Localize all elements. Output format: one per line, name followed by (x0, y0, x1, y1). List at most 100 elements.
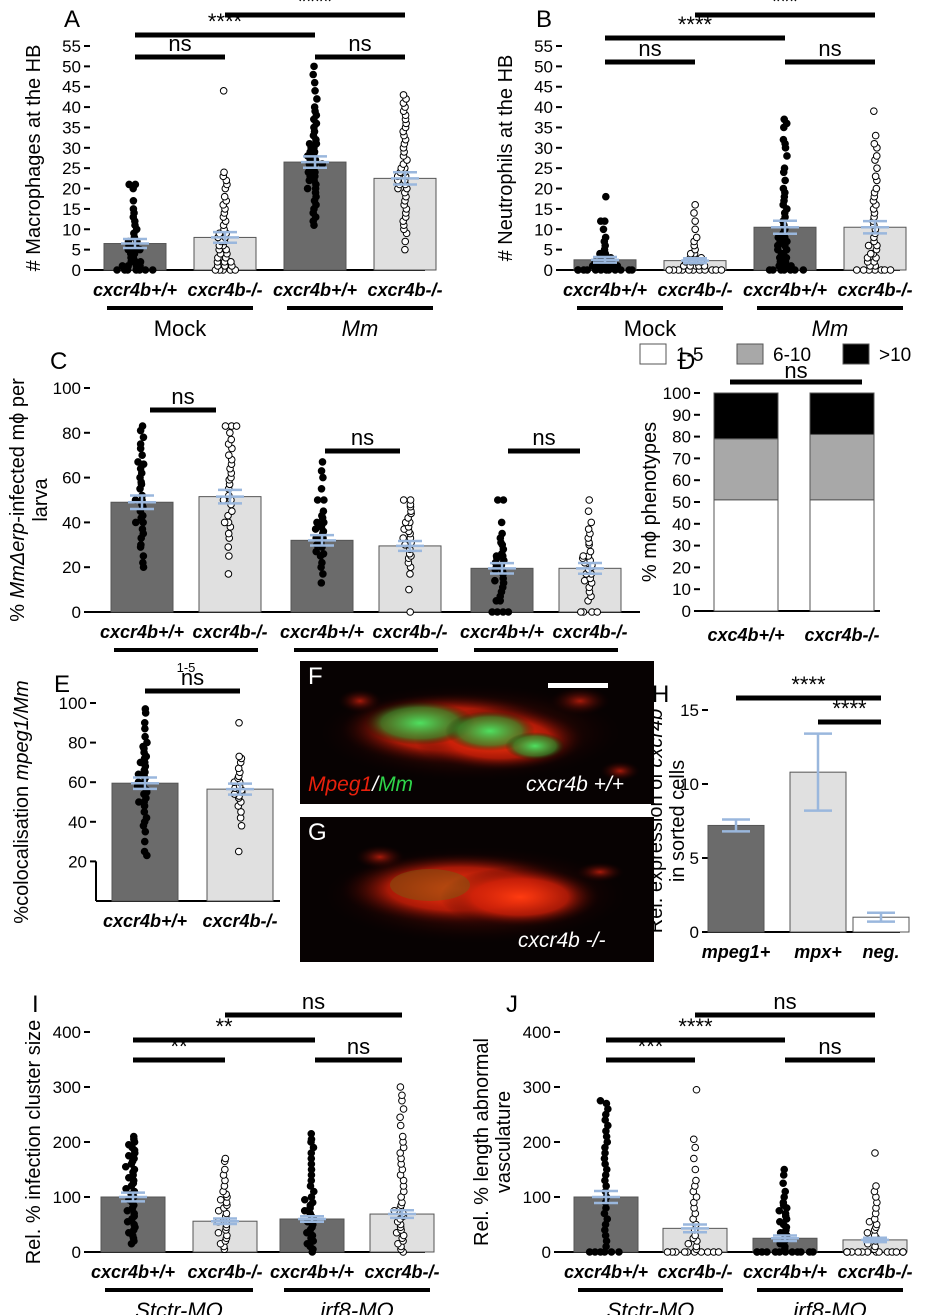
data-point (137, 541, 145, 549)
x-tick-label: cxcr4b+/+ (564, 1262, 649, 1282)
data-point (220, 192, 229, 201)
y-tick-label: 400 (523, 1023, 551, 1042)
data-point (310, 103, 319, 111)
panel-letter-i: I (32, 991, 39, 1018)
x-tick-label: cxcr4b+/+ (100, 622, 185, 642)
y-axis-label: # Macrophages at the HB (23, 45, 45, 272)
data-point (232, 422, 241, 430)
x-tick-label: cxcr4b-/- (202, 911, 277, 931)
data-point (870, 139, 879, 148)
y-tick-label: 100 (523, 1188, 551, 1207)
data-point (406, 608, 415, 616)
micrograph-g-image (325, 845, 625, 943)
data-point (601, 233, 610, 242)
data-point (320, 496, 328, 504)
data-point (225, 552, 233, 560)
data-point (663, 1248, 672, 1256)
legend-label: 1-5 (676, 345, 703, 366)
data-point (691, 225, 699, 234)
significance-label: ns (348, 31, 371, 56)
y-tick-label: 100 (59, 694, 87, 713)
data-point (680, 1248, 689, 1256)
panel-d: 0 10 20 30 40 50 60 70 80 90 100% mϕ phenotypes cxc… (639, 343, 911, 645)
data-point (396, 1149, 405, 1157)
data-point (227, 258, 235, 266)
panel-letter-c: C (50, 348, 67, 375)
y-tick-label: 25 (62, 159, 81, 178)
y-tick-label: 5 (72, 241, 81, 260)
significance-label: ns (784, 358, 807, 383)
x-tick-label: cxcr4b-/- (804, 625, 879, 645)
data-point (872, 184, 881, 193)
significance-label: **** (678, 1014, 713, 1039)
y-tick-label: 40 (672, 515, 691, 534)
data-point (134, 458, 142, 466)
panel-letter-e: E (54, 671, 70, 698)
data-point (871, 1149, 879, 1157)
data-point (497, 518, 506, 527)
y-axis-label: % mϕ phenotypes (639, 422, 661, 582)
panel-letter-j: J (506, 991, 518, 1018)
y-tick-label: 0 (690, 923, 699, 942)
y-tick-label: 300 (523, 1078, 551, 1097)
data-point (319, 549, 328, 558)
significance-label: ** (215, 1014, 233, 1039)
significance-label: **** (791, 672, 826, 697)
significance-label: ns (532, 425, 555, 450)
y-tick-label: 30 (534, 139, 553, 158)
stack-segment (713, 438, 779, 501)
data-point (859, 266, 868, 274)
data-point (843, 1248, 851, 1256)
x-tick-label: cxcr4b-/- (657, 1262, 732, 1282)
micrograph-g-genotype: cxcr4b -/- (518, 929, 606, 952)
data-point (124, 1151, 133, 1160)
y-tick-label: 80 (62, 424, 81, 443)
data-point (141, 732, 149, 741)
data-point (899, 1248, 907, 1256)
data-point (779, 135, 788, 144)
y-tick-label: 20 (62, 180, 81, 199)
significance-label: **** (298, 0, 333, 14)
y-axis-label-part: % (7, 598, 29, 621)
data-point (596, 217, 605, 225)
y-axis-label-part: %colocalisation (11, 780, 33, 923)
data-point (783, 152, 791, 160)
data-point (779, 184, 788, 193)
data-point (141, 705, 150, 713)
micrograph-g: G cxcr4b -/- (300, 817, 654, 962)
y-tick-label: 0 (682, 602, 691, 621)
x-tick-label: cxcr4b-/- (187, 1262, 262, 1282)
y-tick-label: 50 (672, 493, 691, 512)
significance-label: ns (171, 384, 194, 409)
y-tick-label: 30 (62, 139, 81, 158)
micrograph-f: F Mpeg1/Mm cxcr4b +/+ (300, 661, 654, 804)
y-tick-label: 80 (68, 734, 87, 753)
data-point (613, 262, 622, 270)
y-tick-label: 70 (672, 449, 691, 468)
data-point (303, 184, 312, 193)
y-tick-label: 100 (53, 1188, 81, 1207)
y-tick-label: 30 (672, 537, 691, 556)
data-point (138, 451, 146, 460)
legend-swatch (639, 343, 667, 365)
significance-label: ns (302, 989, 325, 1014)
x-tick-label: cxcr4b-/- (552, 622, 627, 642)
y-tick-label: 20 (62, 558, 81, 577)
data-point (237, 821, 246, 830)
mm-label: Mm (378, 773, 414, 796)
panel-letter-f: F (308, 663, 323, 690)
group-label: Stctr-MO (607, 1298, 695, 1315)
data-point (313, 496, 322, 504)
y-tick-label: 5 (690, 849, 699, 868)
data-point (799, 266, 808, 274)
data-point (873, 164, 881, 172)
y-axis-label: # Neutrophils at the HB (495, 55, 517, 262)
x-tick-label: cxcr4b+/+ (563, 280, 648, 300)
y-axis-label: %colocalisation mpeg1/Mm (11, 680, 33, 923)
data-point (401, 245, 409, 254)
data-point (139, 558, 147, 567)
data-point (504, 608, 513, 616)
data-point (309, 70, 318, 79)
data-point (406, 496, 415, 504)
data-point (691, 1143, 700, 1152)
